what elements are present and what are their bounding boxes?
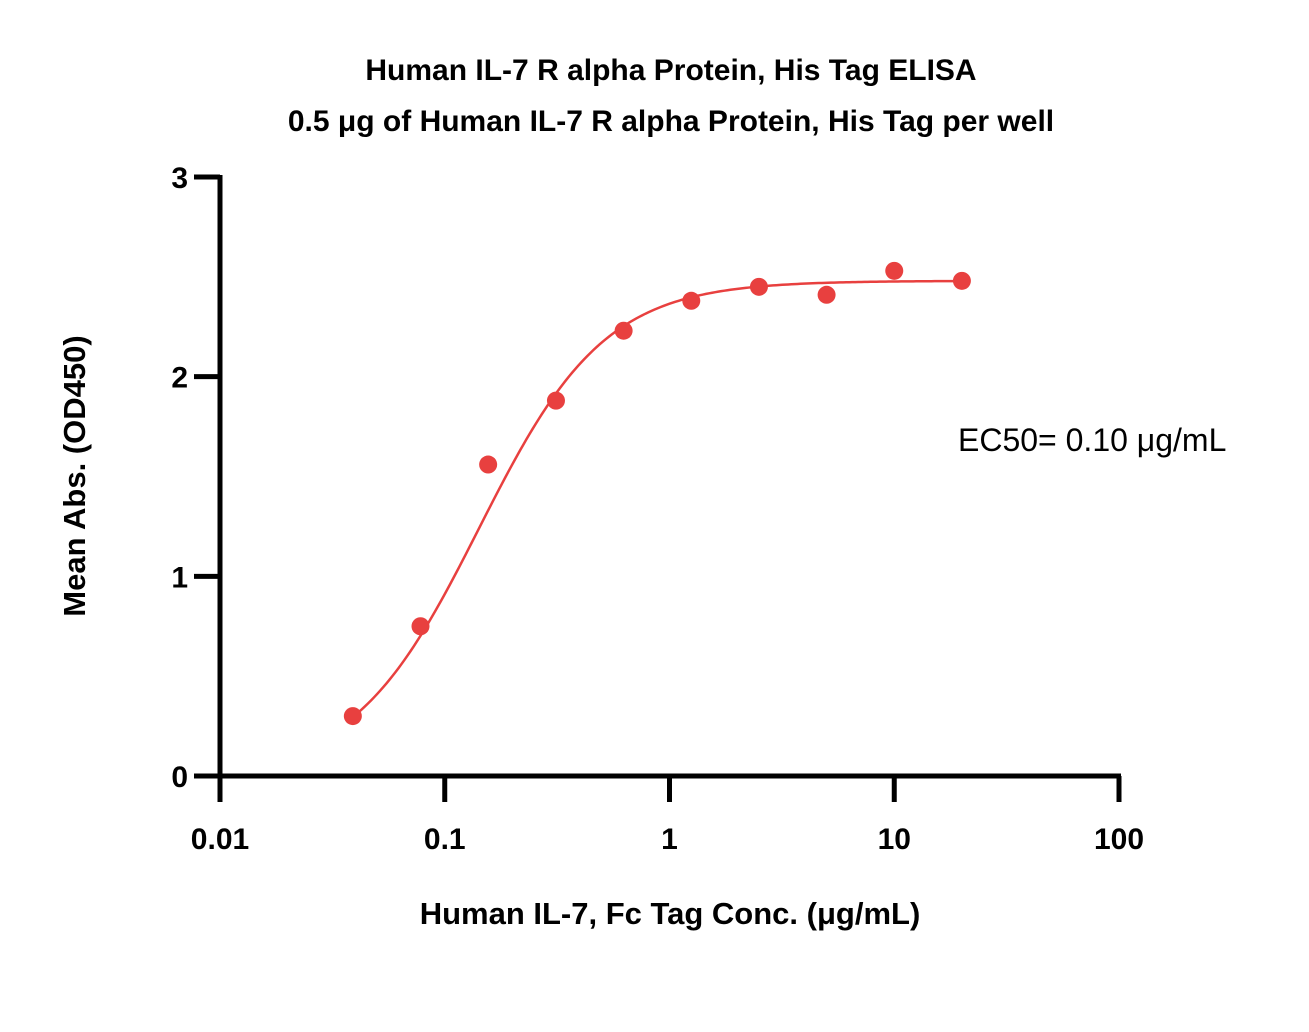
x-axis-label: Human IL-7, Fc Tag Conc. (μg/mL)	[420, 896, 921, 931]
data-point	[411, 617, 430, 636]
data-point	[614, 321, 633, 340]
ec50-annotation: EC50= 0.10 μg/mL	[958, 422, 1226, 458]
x-tick-label: 1	[661, 823, 678, 856]
y-axis-label: Mean Abs. (OD450)	[57, 335, 92, 616]
data-point	[885, 261, 904, 280]
data-point	[749, 277, 768, 296]
x-tick-label: 0.1	[424, 823, 466, 856]
fit-curve	[352, 279, 962, 719]
y-tick-label: 1	[171, 561, 188, 594]
data-point	[952, 271, 971, 290]
x-tick-label: 0.01	[191, 823, 249, 856]
data-point	[817, 285, 836, 304]
y-tick-label: 0	[171, 761, 188, 794]
y-tick-label: 2	[171, 362, 188, 395]
chart-subtitle: 0.5 μg of Human IL-7 R alpha Protein, Hi…	[288, 105, 1054, 138]
tick-labels: 0 1 2 3 0.01 0.1 1 10 100	[171, 162, 1144, 856]
axes	[194, 174, 1122, 802]
fit-curve-layer	[352, 279, 962, 719]
chart-title: Human IL-7 R alpha Protein, His Tag ELIS…	[365, 54, 976, 87]
x-tick-label: 100	[1094, 823, 1144, 856]
data-point	[682, 291, 701, 310]
y-tick-label: 3	[171, 162, 188, 195]
data-point	[343, 707, 362, 726]
data-point	[546, 391, 565, 410]
data-point	[479, 455, 498, 474]
data-points-layer	[343, 261, 971, 726]
x-tick-label: 10	[878, 823, 911, 856]
